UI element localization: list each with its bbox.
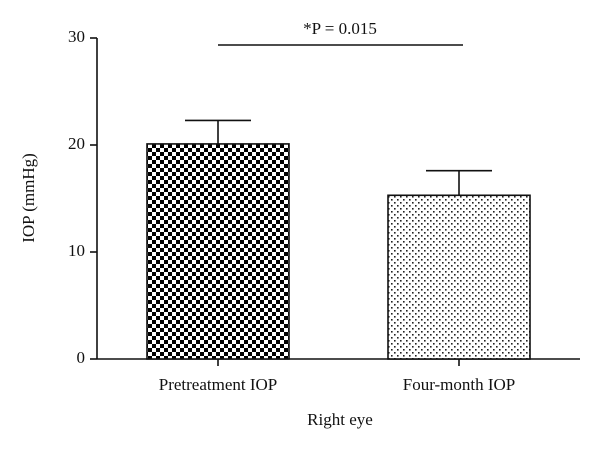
bar xyxy=(387,194,531,360)
y-tick-label: 30 xyxy=(68,27,85,46)
x-tick-label: Four-month IOP xyxy=(403,375,516,394)
x-axis-label: Right eye xyxy=(307,410,373,429)
y-tick-label: 0 xyxy=(77,348,86,367)
y-tick-label: 10 xyxy=(68,241,85,260)
bar xyxy=(146,143,290,360)
annotation: *P = 0.015 xyxy=(303,19,377,38)
x-tick-label: Pretreatment IOP xyxy=(159,375,278,394)
y-tick-label: 20 xyxy=(68,134,85,153)
y-axis-label: IOP (mmHg) xyxy=(19,153,38,243)
